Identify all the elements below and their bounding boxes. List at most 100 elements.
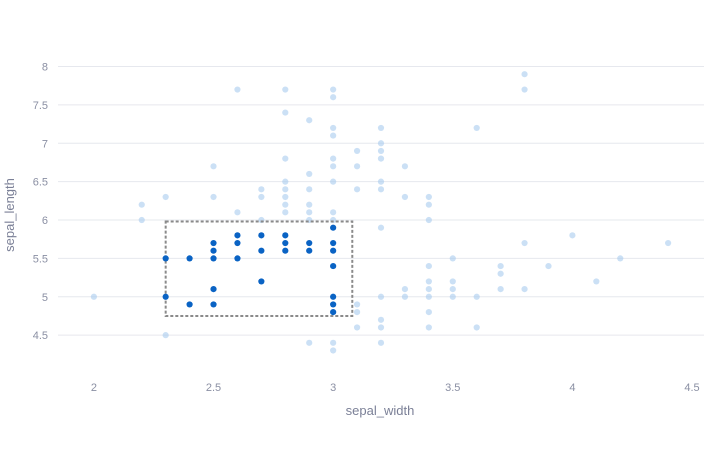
selected-data-point[interactable] — [186, 255, 193, 262]
data-point[interactable] — [497, 270, 504, 277]
data-point[interactable] — [234, 86, 241, 93]
data-point[interactable] — [473, 124, 480, 132]
data-point[interactable] — [234, 209, 241, 216]
data-point[interactable] — [377, 124, 385, 132]
selected-data-point[interactable] — [210, 255, 217, 262]
data-point[interactable] — [593, 278, 600, 285]
data-point[interactable] — [330, 132, 337, 139]
data-point[interactable] — [377, 324, 385, 331]
data-point[interactable] — [282, 186, 289, 193]
data-point[interactable] — [330, 155, 337, 162]
data-point[interactable] — [282, 201, 289, 208]
data-point[interactable] — [425, 262, 432, 270]
data-point[interactable] — [330, 124, 337, 132]
data-point[interactable] — [521, 239, 528, 247]
data-point[interactable] — [377, 140, 385, 147]
unselected-points[interactable] — [90, 71, 672, 354]
data-point[interactable] — [425, 278, 432, 285]
data-point[interactable] — [497, 285, 504, 293]
data-point[interactable] — [90, 293, 97, 300]
selected-data-point[interactable] — [306, 247, 313, 254]
data-point[interactable] — [665, 239, 672, 247]
data-point[interactable] — [377, 178, 385, 185]
data-point[interactable] — [258, 186, 265, 193]
data-point[interactable] — [306, 339, 313, 346]
data-point[interactable] — [353, 147, 361, 155]
selected-data-point[interactable] — [282, 232, 289, 239]
selected-data-point[interactable] — [210, 285, 217, 293]
data-point[interactable] — [282, 86, 289, 93]
data-point[interactable] — [497, 262, 504, 270]
data-point[interactable] — [449, 285, 456, 293]
data-point[interactable] — [377, 224, 385, 231]
data-point[interactable] — [425, 216, 432, 224]
selected-data-point[interactable] — [210, 239, 217, 247]
data-point[interactable] — [353, 324, 361, 331]
data-point[interactable] — [377, 293, 385, 300]
data-point[interactable] — [377, 339, 385, 346]
data-point[interactable] — [258, 193, 265, 201]
data-point[interactable] — [306, 201, 313, 208]
data-point[interactable] — [425, 309, 432, 316]
selected-data-point[interactable] — [210, 301, 217, 308]
selected-data-point[interactable] — [210, 247, 217, 254]
selected-data-point[interactable] — [162, 293, 169, 300]
data-point[interactable] — [282, 109, 289, 116]
data-point[interactable] — [377, 147, 385, 155]
data-point[interactable] — [306, 186, 313, 193]
selected-data-point[interactable] — [234, 232, 241, 239]
data-point[interactable] — [330, 163, 337, 170]
data-point[interactable] — [306, 209, 313, 216]
data-point[interactable] — [449, 255, 456, 262]
data-point[interactable] — [282, 155, 289, 162]
selected-data-point[interactable] — [186, 301, 193, 308]
data-point[interactable] — [330, 94, 337, 101]
selected-data-point[interactable] — [330, 309, 337, 316]
selected-data-point[interactable] — [258, 278, 265, 285]
data-point[interactable] — [282, 209, 289, 216]
selected-data-point[interactable] — [282, 247, 289, 254]
selected-data-point[interactable] — [162, 255, 169, 262]
data-point[interactable] — [330, 86, 337, 93]
data-point[interactable] — [353, 186, 361, 193]
data-point[interactable] — [138, 216, 145, 224]
data-point[interactable] — [353, 309, 361, 316]
selected-data-point[interactable] — [330, 224, 337, 231]
data-point[interactable] — [473, 293, 480, 300]
data-point[interactable] — [210, 163, 217, 170]
selected-data-point[interactable] — [258, 247, 265, 254]
data-point[interactable] — [377, 155, 385, 162]
data-point[interactable] — [473, 324, 480, 331]
data-point[interactable] — [449, 293, 456, 300]
data-point[interactable] — [569, 232, 576, 239]
data-point[interactable] — [401, 193, 409, 201]
data-point[interactable] — [162, 332, 169, 339]
data-point[interactable] — [449, 278, 456, 285]
data-point[interactable] — [545, 262, 552, 270]
data-point[interactable] — [521, 86, 528, 93]
data-point[interactable] — [210, 193, 217, 201]
data-point[interactable] — [401, 163, 409, 170]
data-point[interactable] — [306, 170, 313, 178]
data-point[interactable] — [353, 163, 361, 170]
data-point[interactable] — [330, 347, 337, 354]
data-point[interactable] — [425, 193, 432, 201]
data-point[interactable] — [617, 255, 624, 262]
data-point[interactable] — [330, 339, 337, 346]
selected-data-point[interactable] — [330, 262, 337, 270]
data-point[interactable] — [330, 209, 337, 216]
data-point[interactable] — [521, 71, 528, 78]
data-point[interactable] — [377, 316, 385, 323]
data-point[interactable] — [138, 201, 145, 208]
data-point[interactable] — [306, 117, 313, 124]
data-point[interactable] — [401, 293, 409, 300]
data-point[interactable] — [401, 285, 409, 293]
data-point[interactable] — [425, 201, 432, 208]
data-point[interactable] — [377, 186, 385, 193]
selected-data-point[interactable] — [258, 232, 265, 239]
selected-data-point[interactable] — [330, 293, 337, 300]
data-point[interactable] — [162, 193, 169, 201]
selected-data-point[interactable] — [234, 239, 241, 247]
selected-data-point[interactable] — [306, 239, 313, 247]
